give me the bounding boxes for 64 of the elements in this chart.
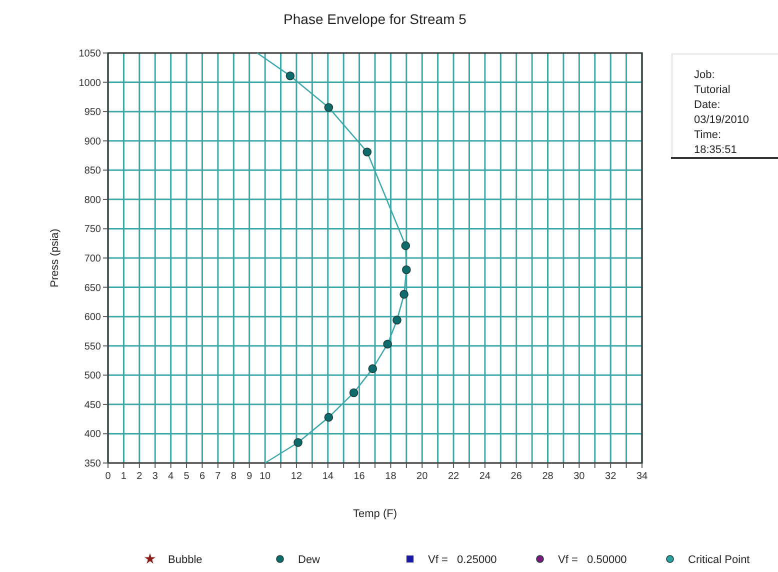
text: Time: [694,129,722,141]
point [324,103,334,112]
point [286,71,295,80]
x-axis-title: Temp (F) [353,508,397,520]
legend-label: Vf = 0.25000 [428,554,497,566]
x-tick-label: 20 [416,471,428,482]
legend-label: Vf = 0.50000 [558,554,627,566]
point [349,388,358,398]
y-tick-label: 1000 [78,78,102,89]
x-tick-label: 22 [448,471,460,482]
x-tick-label: 8 [230,471,237,482]
y-tick-label: 600 [84,312,102,324]
point [392,316,402,324]
text: Date: [694,99,720,111]
x-tick-label: 26 [510,471,522,482]
x-tick-label: 28 [542,471,554,482]
y-tick-label: 650 [84,282,102,294]
point [383,340,392,348]
y-axis-title: Press (psia) [49,228,61,288]
x-tick-label: 3 [152,471,158,482]
x-tick-label: 9 [246,471,253,482]
y-tick-label: 450 [84,400,102,411]
text: 18:35:51 [694,144,737,156]
x-tick-label: 1 [120,471,127,482]
point [368,364,378,374]
y-tick-label: 700 [84,254,102,264]
x-tick-label: 18 [385,471,397,482]
x-tick-label: 5 [184,471,190,482]
y-tick-label: 850 [84,166,102,177]
y-tick-label: 800 [84,194,102,206]
x-tick-label: 2 [136,471,143,482]
y-tick-label: 750 [84,224,102,236]
y-tick-label: 400 [84,429,102,440]
y-tick-label: 500 [84,370,102,382]
point [362,148,372,156]
text: Tutorial [694,84,730,96]
x-tick-label: 16 [354,471,366,482]
chart-title: Phase Envelope for Stream 5 [284,11,467,27]
x-tick-label: 24 [479,471,491,482]
point [324,412,334,422]
text: 03/19/2010 [694,114,750,126]
x-tick-label: 0 [105,471,112,482]
point [400,290,408,299]
x-tick-label: 10 [259,471,272,482]
x-tick-label: 34 [636,471,648,482]
legend-label: Bubble [168,554,202,566]
y-tick-label: 900 [84,136,102,148]
x-tick-label: 7 [215,471,222,482]
x-tick-label: 14 [322,471,334,482]
x-tick-label: 30 [574,471,586,482]
y-tick-label: 1050 [78,48,102,60]
y-tick-label: 350 [84,458,102,470]
legend-label: Critical Point [688,554,750,566]
text: Job: [694,69,715,81]
point [294,438,302,447]
legend-label: Dew [298,554,320,566]
x-tick-label: 32 [605,471,617,482]
x-tick-label: 6 [199,471,206,482]
x-tick-label: 4 [168,471,174,482]
point [402,265,411,274]
x-tick-label: 12 [290,471,302,482]
y-tick-label: 950 [84,107,102,118]
y-tick-label: 550 [84,341,102,352]
point [401,241,410,250]
